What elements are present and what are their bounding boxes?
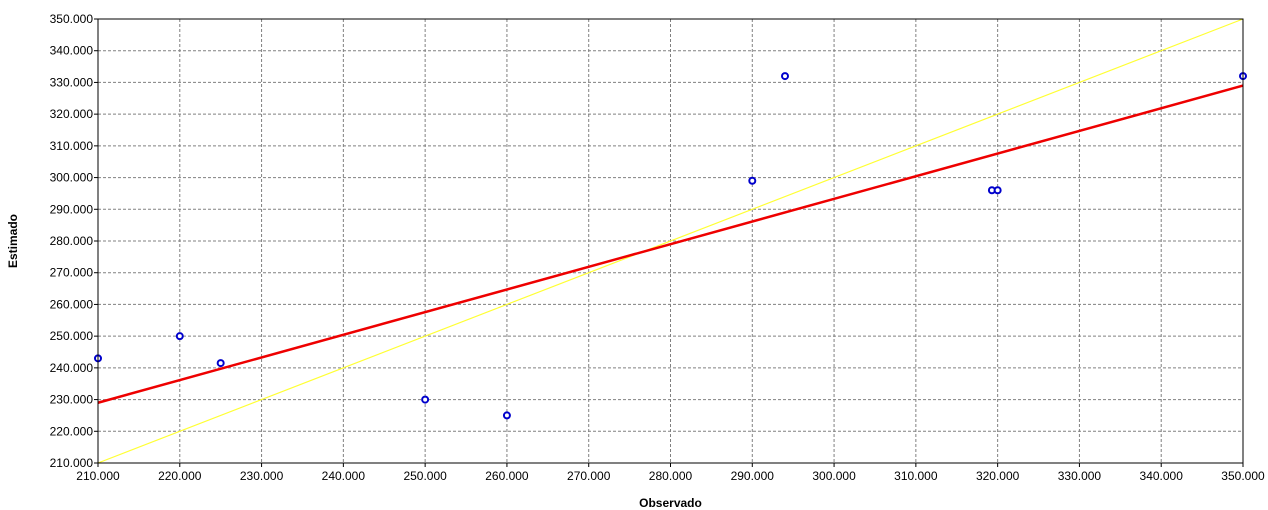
- data-point: [748, 176, 757, 185]
- x-tick-label: 300.000: [812, 469, 856, 483]
- y-tick-label: 330.000: [50, 75, 94, 89]
- y-tick-label: 250.000: [50, 329, 94, 343]
- y-tick-labels: 210.000 220.000 230.000 240.000 250.000 260.0…: [50, 12, 98, 470]
- y-tick-label: 230.000: [50, 393, 94, 407]
- x-tick-label: 270.000: [567, 469, 611, 483]
- y-tick-label: 220.000: [50, 424, 94, 438]
- x-tick-label: 210.000: [76, 469, 120, 483]
- y-tick-label: 240.000: [50, 361, 94, 375]
- y-tick-label: 340.000: [50, 44, 94, 58]
- data-point: [993, 186, 1002, 195]
- x-tick-labels: 210.000 220.000 230.000 240.000 250.000 260.0…: [76, 463, 1265, 483]
- y-tick-label: 270.000: [50, 266, 94, 280]
- x-tick-label: 310.000: [894, 469, 938, 483]
- x-tick-label: 250.000: [403, 469, 447, 483]
- fit-line-layer: [97, 84, 1244, 404]
- y-tick-label: 210.000: [50, 456, 94, 470]
- data-point: [502, 411, 511, 420]
- y-tick-label: 310.000: [50, 139, 94, 153]
- y-tick-label: 320.000: [50, 107, 94, 121]
- data-point: [216, 359, 225, 368]
- x-tick-label: 350.000: [1221, 469, 1265, 483]
- x-axis-title: Observado: [639, 496, 702, 510]
- x-tick-label: 220.000: [158, 469, 202, 483]
- x-tick-label: 240.000: [322, 469, 366, 483]
- y-axis-title: Estimado: [6, 214, 20, 268]
- x-tick-label: 280.000: [649, 469, 693, 483]
- y-tick-label: 300.000: [50, 171, 94, 185]
- x-tick-label: 290.000: [731, 469, 775, 483]
- data-point: [781, 72, 789, 81]
- x-tick-label: 230.000: [240, 469, 284, 483]
- y-tick-label: 350.000: [50, 12, 94, 26]
- y-tick-label: 280.000: [50, 234, 94, 248]
- x-tick-label: 320.000: [976, 469, 1020, 483]
- y-tick-label: 260.000: [50, 297, 94, 311]
- data-point: [421, 395, 430, 404]
- x-tick-label: 340.000: [1140, 469, 1184, 483]
- x-tick-label: 330.000: [1058, 469, 1102, 483]
- data-point: [175, 332, 184, 341]
- x-tick-label: 260.000: [485, 469, 529, 483]
- regression-line: [97, 84, 1244, 404]
- identity-line-layer: [97, 18, 1244, 464]
- y-tick-label: 290.000: [50, 202, 94, 216]
- identity-line: [97, 18, 1244, 464]
